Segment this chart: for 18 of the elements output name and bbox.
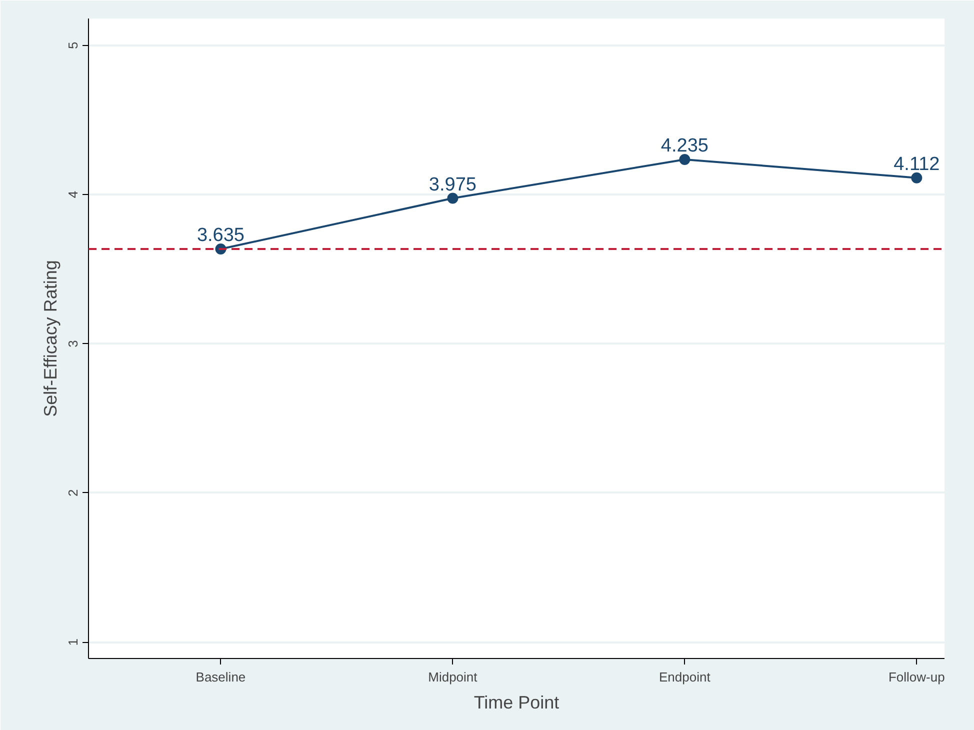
y-axis-title: Self-Efficacy Rating xyxy=(40,260,60,417)
x-tick-label: Midpoint xyxy=(428,670,478,684)
point xyxy=(911,172,922,184)
y-tick-label: 5 xyxy=(66,42,80,49)
data-label: 3.635 xyxy=(196,224,244,246)
point xyxy=(447,192,458,204)
x-axis-title: Time Point xyxy=(474,692,560,712)
y-tick-label: 3 xyxy=(66,340,80,348)
y-tick-label: 2 xyxy=(66,489,80,497)
data-label: 4.235 xyxy=(660,135,708,156)
x-tick-label: Baseline xyxy=(196,670,246,684)
data-label: 4.112 xyxy=(894,154,940,175)
data-label: 3.975 xyxy=(428,174,476,196)
y-tick-label: 1 xyxy=(66,638,80,646)
x-tick-label: Endpoint xyxy=(659,670,711,684)
y-tick-label: 4 xyxy=(66,190,80,198)
x-tick-label: Follow-up xyxy=(888,670,945,684)
point xyxy=(679,154,690,165)
